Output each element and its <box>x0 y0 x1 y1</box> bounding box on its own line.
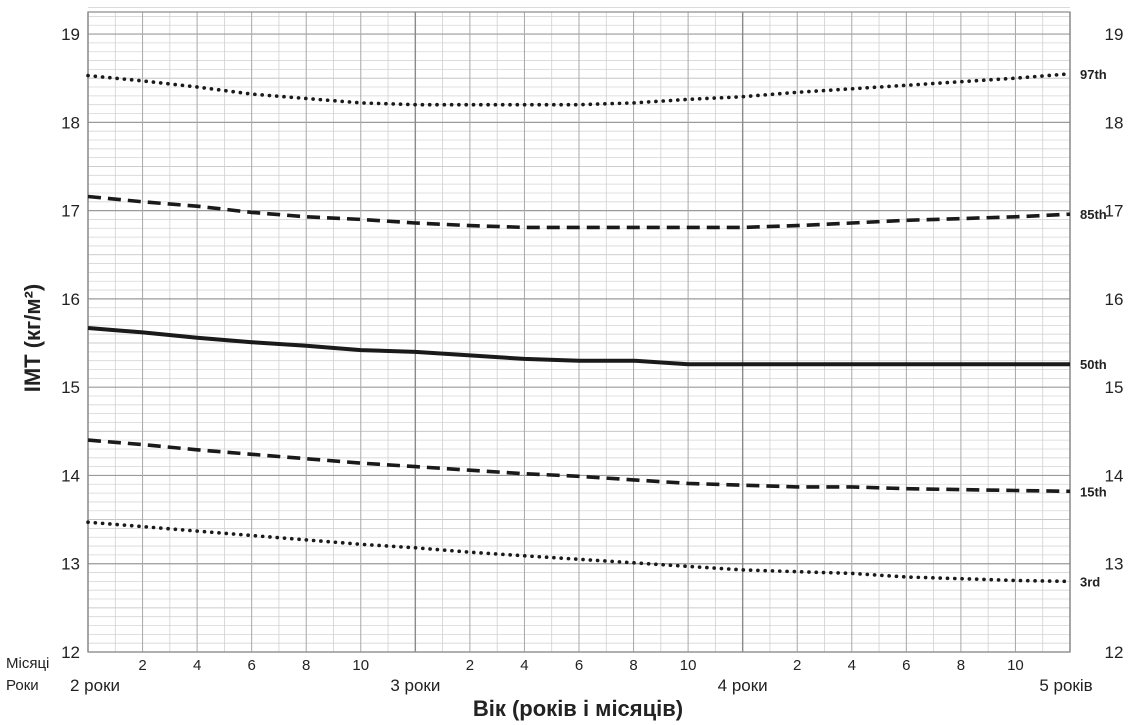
year-tick-label: 4 роки <box>718 676 768 695</box>
y-axis-right: 12 13 14 15 16 17 18 19 <box>1105 25 1124 662</box>
month-tick-label: 10 <box>1007 657 1024 674</box>
y-tick-label-left: 13 <box>61 555 80 574</box>
month-tick-label: 4 <box>848 657 856 674</box>
curve-50th <box>87 326 1070 367</box>
y-axis-left: 12 13 14 15 16 17 18 19 <box>61 25 80 662</box>
month-tick-label: 4 <box>520 657 528 674</box>
y-tick-label-left: 17 <box>61 202 80 221</box>
y-tick-label-right: 14 <box>1105 466 1124 485</box>
percentile-curves <box>86 72 1072 584</box>
y-tick-label-right: 17 <box>1105 202 1124 221</box>
month-tick-label: 2 <box>793 657 801 674</box>
y-tick-label-left: 12 <box>61 643 80 662</box>
x-axis: 2 4 6 8 10 2 4 6 8 10 2 4 6 8 10 2 роки 3 роки 4 роки 5 ро… <box>70 657 1093 695</box>
curve-label-15th: 15th <box>1080 484 1107 499</box>
curve-label-3rd: 3rd <box>1080 574 1100 589</box>
years-row-title: Роки <box>6 677 39 694</box>
month-tick-label: 6 <box>902 657 910 674</box>
y-axis-label: IMT (кг/м²) <box>20 284 45 393</box>
month-tick-label: 4 <box>193 657 201 674</box>
month-tick-label: 2 <box>466 657 474 674</box>
year-tick-label: 5 років <box>1039 676 1092 695</box>
x-axis-label: Вік (років і місяців) <box>473 696 683 721</box>
curve-labels: 97th 85th 50th 15th 3rd <box>1080 67 1107 590</box>
months-row-title: Місяці <box>6 655 49 672</box>
y-tick-label-right: 12 <box>1105 643 1124 662</box>
y-tick-label-left: 19 <box>61 25 80 44</box>
month-tick-label: 6 <box>247 657 255 674</box>
y-tick-label-left: 16 <box>61 290 80 309</box>
month-tick-label: 8 <box>302 657 310 674</box>
year-tick-label: 3 роки <box>390 676 440 695</box>
month-tick-label: 6 <box>575 657 583 674</box>
grid-major <box>87 11 1071 653</box>
curve-label-50th: 50th <box>1080 357 1107 372</box>
month-tick-label: 10 <box>680 657 697 674</box>
month-tick-label: 2 <box>138 657 146 674</box>
month-tick-label: 8 <box>629 657 637 674</box>
month-tick-label: 10 <box>352 657 369 674</box>
curve-15th <box>87 438 1071 494</box>
year-tick-label: 2 роки <box>70 676 120 695</box>
y-tick-label-right: 16 <box>1105 290 1124 309</box>
plot-border <box>87 11 1071 653</box>
y-tick-label-right: 18 <box>1105 113 1124 132</box>
month-tick-label: 8 <box>957 657 965 674</box>
y-tick-label-left: 18 <box>61 113 80 132</box>
y-tick-label-left: 14 <box>61 466 80 485</box>
y-tick-label-left: 15 <box>61 378 80 397</box>
y-tick-label-right: 13 <box>1105 555 1124 574</box>
y-tick-label-right: 19 <box>1105 25 1124 44</box>
curve-label-85th: 85th <box>1080 207 1107 222</box>
curve-label-97th: 97th <box>1080 67 1107 82</box>
curve-85th <box>87 194 1071 230</box>
y-tick-label-right: 15 <box>1105 378 1124 397</box>
